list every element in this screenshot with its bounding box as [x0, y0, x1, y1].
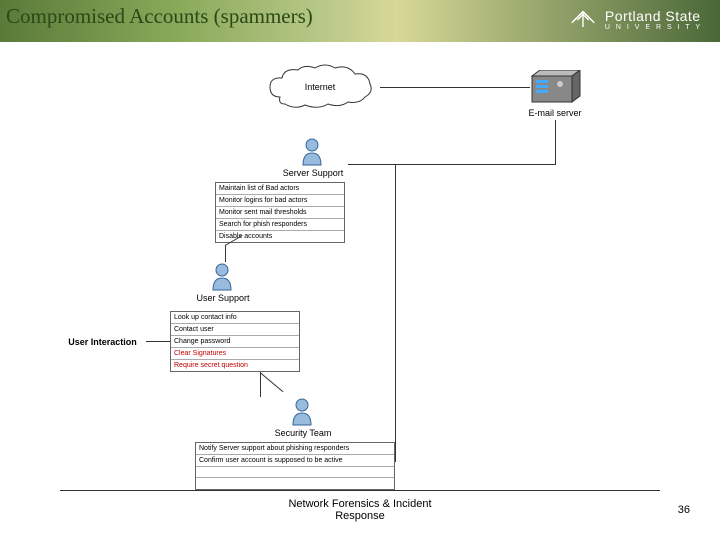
edge [348, 164, 555, 165]
edge [225, 245, 226, 262]
user-support-tasks: Look up contact info Contact user Change… [170, 311, 300, 372]
edge [260, 372, 261, 397]
task-row: Search for phish responders [216, 219, 344, 231]
user-interaction-label: User Interaction [60, 337, 145, 347]
edge [146, 341, 170, 342]
flowchart-diagram: Internet E-mail server Server Support Ma… [0, 42, 720, 510]
task-row: Clear Signatures [171, 348, 299, 360]
footer-line2: Response [335, 510, 385, 522]
server-icon [530, 70, 582, 108]
edge [260, 372, 284, 392]
internet-label: Internet [300, 82, 340, 92]
task-row: Contact user [171, 324, 299, 336]
actor-icon [290, 397, 314, 427]
task-row: Monitor logins for bad actors [216, 195, 344, 207]
email-server-label: E-mail server [520, 108, 590, 118]
task-row: Confirm user account is supposed to be a… [196, 455, 394, 467]
university-logo: Portland State U N I V E R S I T Y [569, 6, 702, 34]
edge [555, 120, 556, 165]
footer-line1: Network Forensics & Incident [288, 498, 431, 510]
logo-text: Portland State U N I V E R S I T Y [605, 9, 702, 31]
page-number: 36 [678, 504, 690, 516]
task-row [196, 467, 394, 478]
task-row: Look up contact info [171, 312, 299, 324]
task-row: Maintain list of Bad actors [216, 183, 344, 195]
edge [380, 87, 530, 88]
security-team-label: Security Team [268, 428, 338, 438]
task-row: Monitor sent mail thresholds [216, 207, 344, 219]
task-row: Disable accounts [216, 231, 344, 242]
logo-subtitle: U N I V E R S I T Y [605, 24, 702, 31]
header-bar: Compromised Accounts (spammers) Portland… [0, 0, 720, 42]
server-support-label: Server Support [278, 168, 348, 178]
logo-mark-icon [569, 6, 597, 34]
slide-title: Compromised Accounts (spammers) [6, 4, 313, 29]
footer-text: Network Forensics & Incident Response [0, 498, 720, 522]
edge [395, 164, 396, 462]
security-team-tasks: Notify Server support about phishing res… [195, 442, 395, 490]
task-row: Change password [171, 336, 299, 348]
footer-rule [60, 490, 660, 491]
task-row: Notify Server support about phishing res… [196, 443, 394, 455]
task-row: Require secret question [171, 360, 299, 371]
logo-brand: Portland State [605, 9, 702, 23]
actor-icon [300, 137, 324, 167]
task-row [196, 478, 394, 489]
actor-icon [210, 262, 234, 292]
user-support-label: User Support [190, 293, 256, 303]
server-support-tasks: Maintain list of Bad actors Monitor logi… [215, 182, 345, 243]
